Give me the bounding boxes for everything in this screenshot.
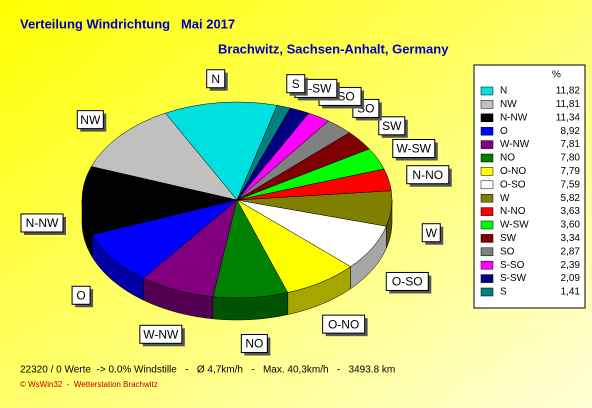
legend-swatch	[480, 153, 494, 163]
slice-label-box	[71, 285, 91, 305]
legend: N 11,82 NW 11,81 N-NW 11,34 O 8,92 W-NW 7,81 NO 7,8…	[480, 86, 581, 298]
slice-label-box	[378, 116, 406, 136]
legend-label: O-SO	[500, 179, 526, 190]
legend-label: SO	[500, 246, 515, 257]
slice-label: NW	[80, 113, 101, 127]
pie-sides	[81, 199, 393, 321]
legend-swatch	[480, 100, 494, 109]
legend-label: S-SO	[500, 260, 525, 271]
slice	[236, 105, 291, 201]
legend-value: 3,34	[561, 233, 581, 244]
slice-label: W	[426, 226, 438, 240]
slice	[91, 199, 238, 279]
legend-label: N	[500, 86, 507, 97]
legend-label: O-NO	[500, 166, 526, 177]
slice	[90, 112, 238, 201]
legend-swatch	[480, 86, 494, 96]
legend-label: S	[500, 287, 507, 298]
legend-label: N-NO	[500, 206, 526, 217]
slice-label-box	[385, 271, 429, 291]
copyright: © WsWin32 - Wetterstation Brachwitz	[20, 380, 158, 389]
legend-swatch	[480, 287, 494, 297]
slice	[81, 166, 238, 236]
legend-value: 2,39	[561, 260, 581, 271]
legend-label: N-NW	[500, 112, 528, 123]
legend-label: W-SW	[500, 220, 529, 231]
chart-subtitle: Brachwitz, Sachsen-Anhalt, Germany	[218, 41, 449, 56]
slice-label-box	[322, 314, 366, 334]
slice-label: NO	[245, 337, 263, 351]
legend-value: 11,82	[556, 86, 581, 97]
slice-label: O-NO	[328, 317, 359, 331]
legend-label: O	[500, 126, 508, 137]
legend-header: %	[552, 70, 561, 81]
legend-swatch	[480, 167, 494, 176]
slice-label: N-NO	[412, 168, 443, 182]
legend-label: NW	[500, 99, 517, 110]
legend-label: NO	[500, 153, 515, 164]
slice-label-box	[206, 69, 226, 89]
slice-label: S	[292, 77, 300, 91]
slice-label-box	[139, 324, 183, 344]
legend-value: 7,81	[561, 139, 581, 150]
slice-label: N-NW	[26, 216, 59, 230]
slice	[164, 101, 278, 201]
slice-label-box	[240, 334, 268, 354]
chart-title: Verteilung Windrichtung Mai 2017	[20, 16, 235, 31]
legend-value: 7,79	[561, 166, 581, 177]
slice-label: N	[211, 72, 220, 86]
legend-value: 3,60	[561, 220, 581, 231]
slice-label: O-SO	[392, 275, 423, 289]
slice-label: O	[76, 288, 85, 302]
legend-label: W-NW	[500, 139, 530, 150]
slice-label: W-NW	[143, 327, 179, 341]
legend-label: SW	[500, 233, 517, 244]
pie: NNWN-NWOW-NWNOO-NOO-SOWN-NOW-SWSWSOS-SOS…	[20, 69, 452, 356]
legend-value: 11,34	[556, 112, 581, 123]
legend-value: 7,80	[561, 153, 581, 164]
legend-value: 11,81	[556, 99, 581, 110]
slice-label-box	[20, 213, 64, 233]
legend-swatch	[480, 260, 494, 270]
legend-value: 8,92	[561, 126, 581, 137]
legend-swatch	[480, 207, 494, 216]
legend-swatch	[480, 274, 494, 283]
slice-label-box	[392, 138, 436, 158]
legend-value: 5,82	[561, 193, 581, 204]
legend-value: 1,41	[561, 287, 581, 298]
legend-value: 3,63	[561, 206, 581, 217]
slice-label-box	[406, 165, 450, 185]
slice-label-box	[421, 223, 441, 243]
slice-label-box	[286, 74, 306, 94]
legend-swatch	[480, 180, 494, 190]
legend-swatch	[480, 140, 494, 149]
slice-label: W-SW	[397, 142, 432, 156]
slice-label: SW	[382, 119, 402, 133]
legend-swatch	[480, 247, 494, 257]
legend-swatch	[480, 126, 494, 136]
slice-label-box	[76, 110, 104, 130]
legend-value: 2,09	[561, 273, 581, 284]
footer: 22320 / 0 Werte -> 0.0% Windstille - Ø 4…	[20, 365, 395, 376]
legend-label: W	[500, 193, 510, 204]
legend-swatch	[480, 234, 494, 243]
legend-swatch	[480, 220, 494, 230]
legend-label: S-SW	[500, 273, 527, 284]
slice-label: S-SW	[300, 82, 332, 96]
legend-swatch	[480, 193, 494, 203]
legend-value: 2,87	[561, 246, 581, 257]
legend-swatch	[480, 113, 494, 123]
legend-value: 7,59	[561, 179, 581, 190]
